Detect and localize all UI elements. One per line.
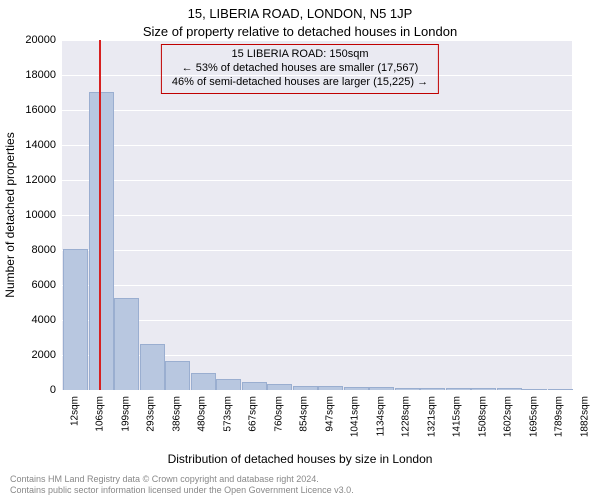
histogram-bar — [344, 387, 369, 390]
annotation-line1: 15 LIBERIA ROAD: 150sqm — [172, 48, 428, 62]
gridline — [62, 40, 572, 41]
histogram-bar — [548, 389, 573, 390]
histogram-bar — [522, 389, 547, 390]
annotation-box: 15 LIBERIA ROAD: 150sqm ← 53% of detache… — [161, 44, 439, 94]
x-tick-label: 947sqm — [324, 396, 335, 432]
x-tick-label: 854sqm — [299, 396, 310, 432]
x-tick-label: 1228sqm — [401, 396, 412, 437]
x-axis-label: Distribution of detached houses by size … — [0, 452, 600, 466]
gridline — [62, 250, 572, 251]
gridline — [62, 390, 572, 391]
x-tick-label: 106sqm — [95, 396, 106, 432]
y-tick-label: 14000 — [6, 139, 56, 151]
reference-line — [99, 40, 101, 390]
histogram-bar — [267, 384, 292, 390]
gridline — [62, 285, 572, 286]
annotation-line2: ← 53% of detached houses are smaller (17… — [172, 62, 428, 76]
x-tick-label: 199sqm — [120, 396, 131, 432]
x-tick-label: 1134sqm — [375, 396, 386, 436]
x-tick-label: 293sqm — [146, 396, 157, 432]
histogram-bar — [497, 388, 522, 390]
x-tick-label: 1321sqm — [426, 396, 437, 437]
histogram-bar — [216, 379, 241, 391]
y-tick-label: 4000 — [6, 314, 56, 326]
histogram-bar — [446, 388, 471, 390]
histogram-bar — [369, 387, 394, 390]
histogram-bar — [165, 361, 190, 390]
annotation-line3: 46% of semi-detached houses are larger (… — [172, 76, 428, 90]
y-tick-label: 12000 — [6, 174, 56, 186]
gridline — [62, 110, 572, 111]
x-tick-label: 1508sqm — [477, 396, 488, 437]
x-tick-label: 1415sqm — [452, 396, 463, 437]
gridline — [62, 215, 572, 216]
y-tick-label: 20000 — [6, 34, 56, 46]
y-tick-label: 6000 — [6, 279, 56, 291]
x-tick-label: 1789sqm — [554, 396, 565, 437]
x-tick-label: 667sqm — [248, 396, 259, 432]
histogram-bar — [191, 373, 216, 390]
chart-container: 15, LIBERIA ROAD, LONDON, N5 1JP Size of… — [0, 0, 600, 500]
footer-attribution: Contains HM Land Registry data © Crown c… — [10, 474, 354, 496]
histogram-bar — [420, 388, 445, 390]
x-tick-label: 12sqm — [69, 396, 80, 426]
histogram-bar — [293, 386, 318, 391]
y-tick-label: 16000 — [6, 104, 56, 116]
y-tick-label: 2000 — [6, 349, 56, 361]
x-tick-label: 573sqm — [222, 396, 233, 432]
histogram-bar — [471, 388, 496, 390]
title-subtitle: Size of property relative to detached ho… — [0, 24, 600, 39]
x-tick-label: 760sqm — [273, 396, 284, 432]
x-tick-label: 1882sqm — [579, 396, 590, 437]
x-tick-label: 480sqm — [197, 396, 208, 432]
gridline — [62, 180, 572, 181]
x-tick-label: 1041sqm — [350, 396, 361, 437]
x-tick-label: 386sqm — [171, 396, 182, 432]
x-tick-label: 1602sqm — [503, 396, 514, 437]
gridline — [62, 145, 572, 146]
title-address: 15, LIBERIA ROAD, LONDON, N5 1JP — [0, 6, 600, 21]
footer-line1: Contains HM Land Registry data © Crown c… — [10, 474, 354, 485]
histogram-bar — [242, 382, 267, 390]
histogram-bar — [140, 344, 165, 391]
footer-line2: Contains public sector information licen… — [10, 485, 354, 496]
histogram-bar — [395, 388, 420, 390]
histogram-bar — [114, 298, 139, 390]
y-tick-label: 0 — [6, 384, 56, 396]
x-tick-label: 1695sqm — [528, 396, 539, 437]
histogram-bar — [63, 249, 88, 390]
y-tick-label: 10000 — [6, 209, 56, 221]
y-tick-label: 18000 — [6, 69, 56, 81]
y-tick-label: 8000 — [6, 244, 56, 256]
histogram-bar — [318, 386, 343, 390]
